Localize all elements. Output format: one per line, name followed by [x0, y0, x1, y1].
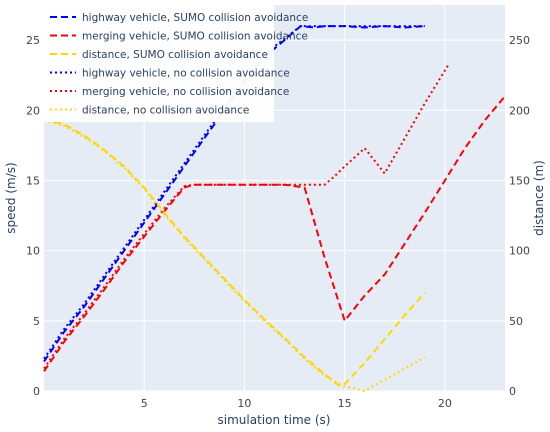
- y-axis-title-left: speed (m/s): [4, 162, 18, 233]
- y-tick-label-left: 20: [26, 104, 40, 117]
- y-tick-label-right: 100: [509, 245, 530, 258]
- y-tick-label-left: 25: [26, 34, 40, 47]
- y-tick-label-left: 5: [33, 315, 40, 328]
- series-line-4: [43, 63, 450, 370]
- legend-label: merging vehicle, SUMO collision avoidanc…: [82, 31, 308, 43]
- legend-label: highway vehicle, SUMO collision avoidanc…: [82, 12, 308, 24]
- y-tick-label-left: 0: [33, 385, 40, 398]
- series-line-5: [43, 119, 426, 392]
- y-tick-label-left: 10: [26, 245, 40, 258]
- x-tick-label: 5: [141, 397, 148, 410]
- x-tick-label: 20: [438, 397, 452, 410]
- y-tick-label-right: 150: [509, 174, 530, 187]
- legend-box: [44, 5, 274, 122]
- x-tick-label: 10: [237, 397, 251, 410]
- x-axis-title: simulation time (s): [218, 413, 331, 427]
- legend: highway vehicle, SUMO collision avoidanc…: [44, 5, 308, 122]
- x-tick-label: 15: [338, 397, 352, 410]
- legend-label: distance, no collision avoidance: [82, 105, 249, 117]
- y-tick-label-right: 250: [509, 34, 530, 47]
- y-tick-label-right: 0: [509, 385, 516, 398]
- legend-label: merging vehicle, no collision avoidance: [82, 86, 289, 98]
- legend-label: distance, SUMO collision avoidance: [82, 49, 268, 61]
- legend-label: highway vehicle, no collision avoidance: [82, 68, 290, 80]
- y-tick-label-right: 50: [509, 315, 523, 328]
- y-axis-title-right: distance (m): [532, 160, 546, 236]
- y-tick-label-left: 15: [26, 174, 40, 187]
- y-tick-label-right: 200: [509, 104, 530, 117]
